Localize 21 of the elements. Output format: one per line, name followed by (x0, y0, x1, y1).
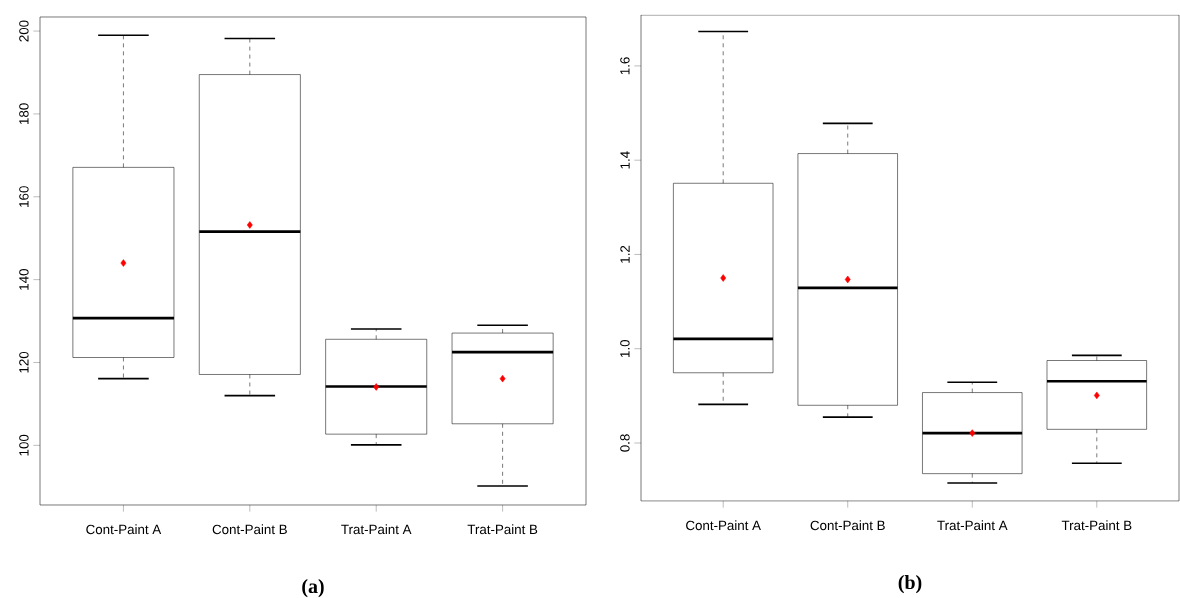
y-tick-label: 1.6 (620, 57, 630, 75)
y-tick-label: 1.0 (620, 339, 630, 357)
y-tick-label: 180 (19, 103, 29, 125)
x-tick-label: Cont-Paint A (86, 524, 162, 535)
text: (a) (302, 579, 324, 598)
y-tick-label: 160 (19, 186, 29, 207)
y-tick-label: 1.2 (620, 245, 630, 263)
x-tick-label: Trat-Paint A (341, 524, 412, 535)
y-tick-label: 200 (19, 20, 29, 42)
x-tick-label: Cont-Paint B (810, 520, 885, 531)
y-tick-label: 140 (19, 269, 29, 290)
y-tick-label: 100 (19, 434, 29, 456)
x-tick-label: Cont-Paint B (212, 524, 287, 535)
text: (b) (898, 575, 922, 594)
y-tick-label: 1.4 (620, 151, 630, 169)
x-tick-label: Trat-Paint B (467, 524, 538, 535)
x-tick-label: Trat-Paint B (1061, 520, 1132, 531)
y-tick-label: 0.8 (620, 434, 630, 452)
x-tick-label: Cont-Paint A (686, 520, 761, 531)
x-tick-label: Trat-Paint A (937, 520, 1008, 531)
y-tick-label: 120 (19, 351, 29, 373)
